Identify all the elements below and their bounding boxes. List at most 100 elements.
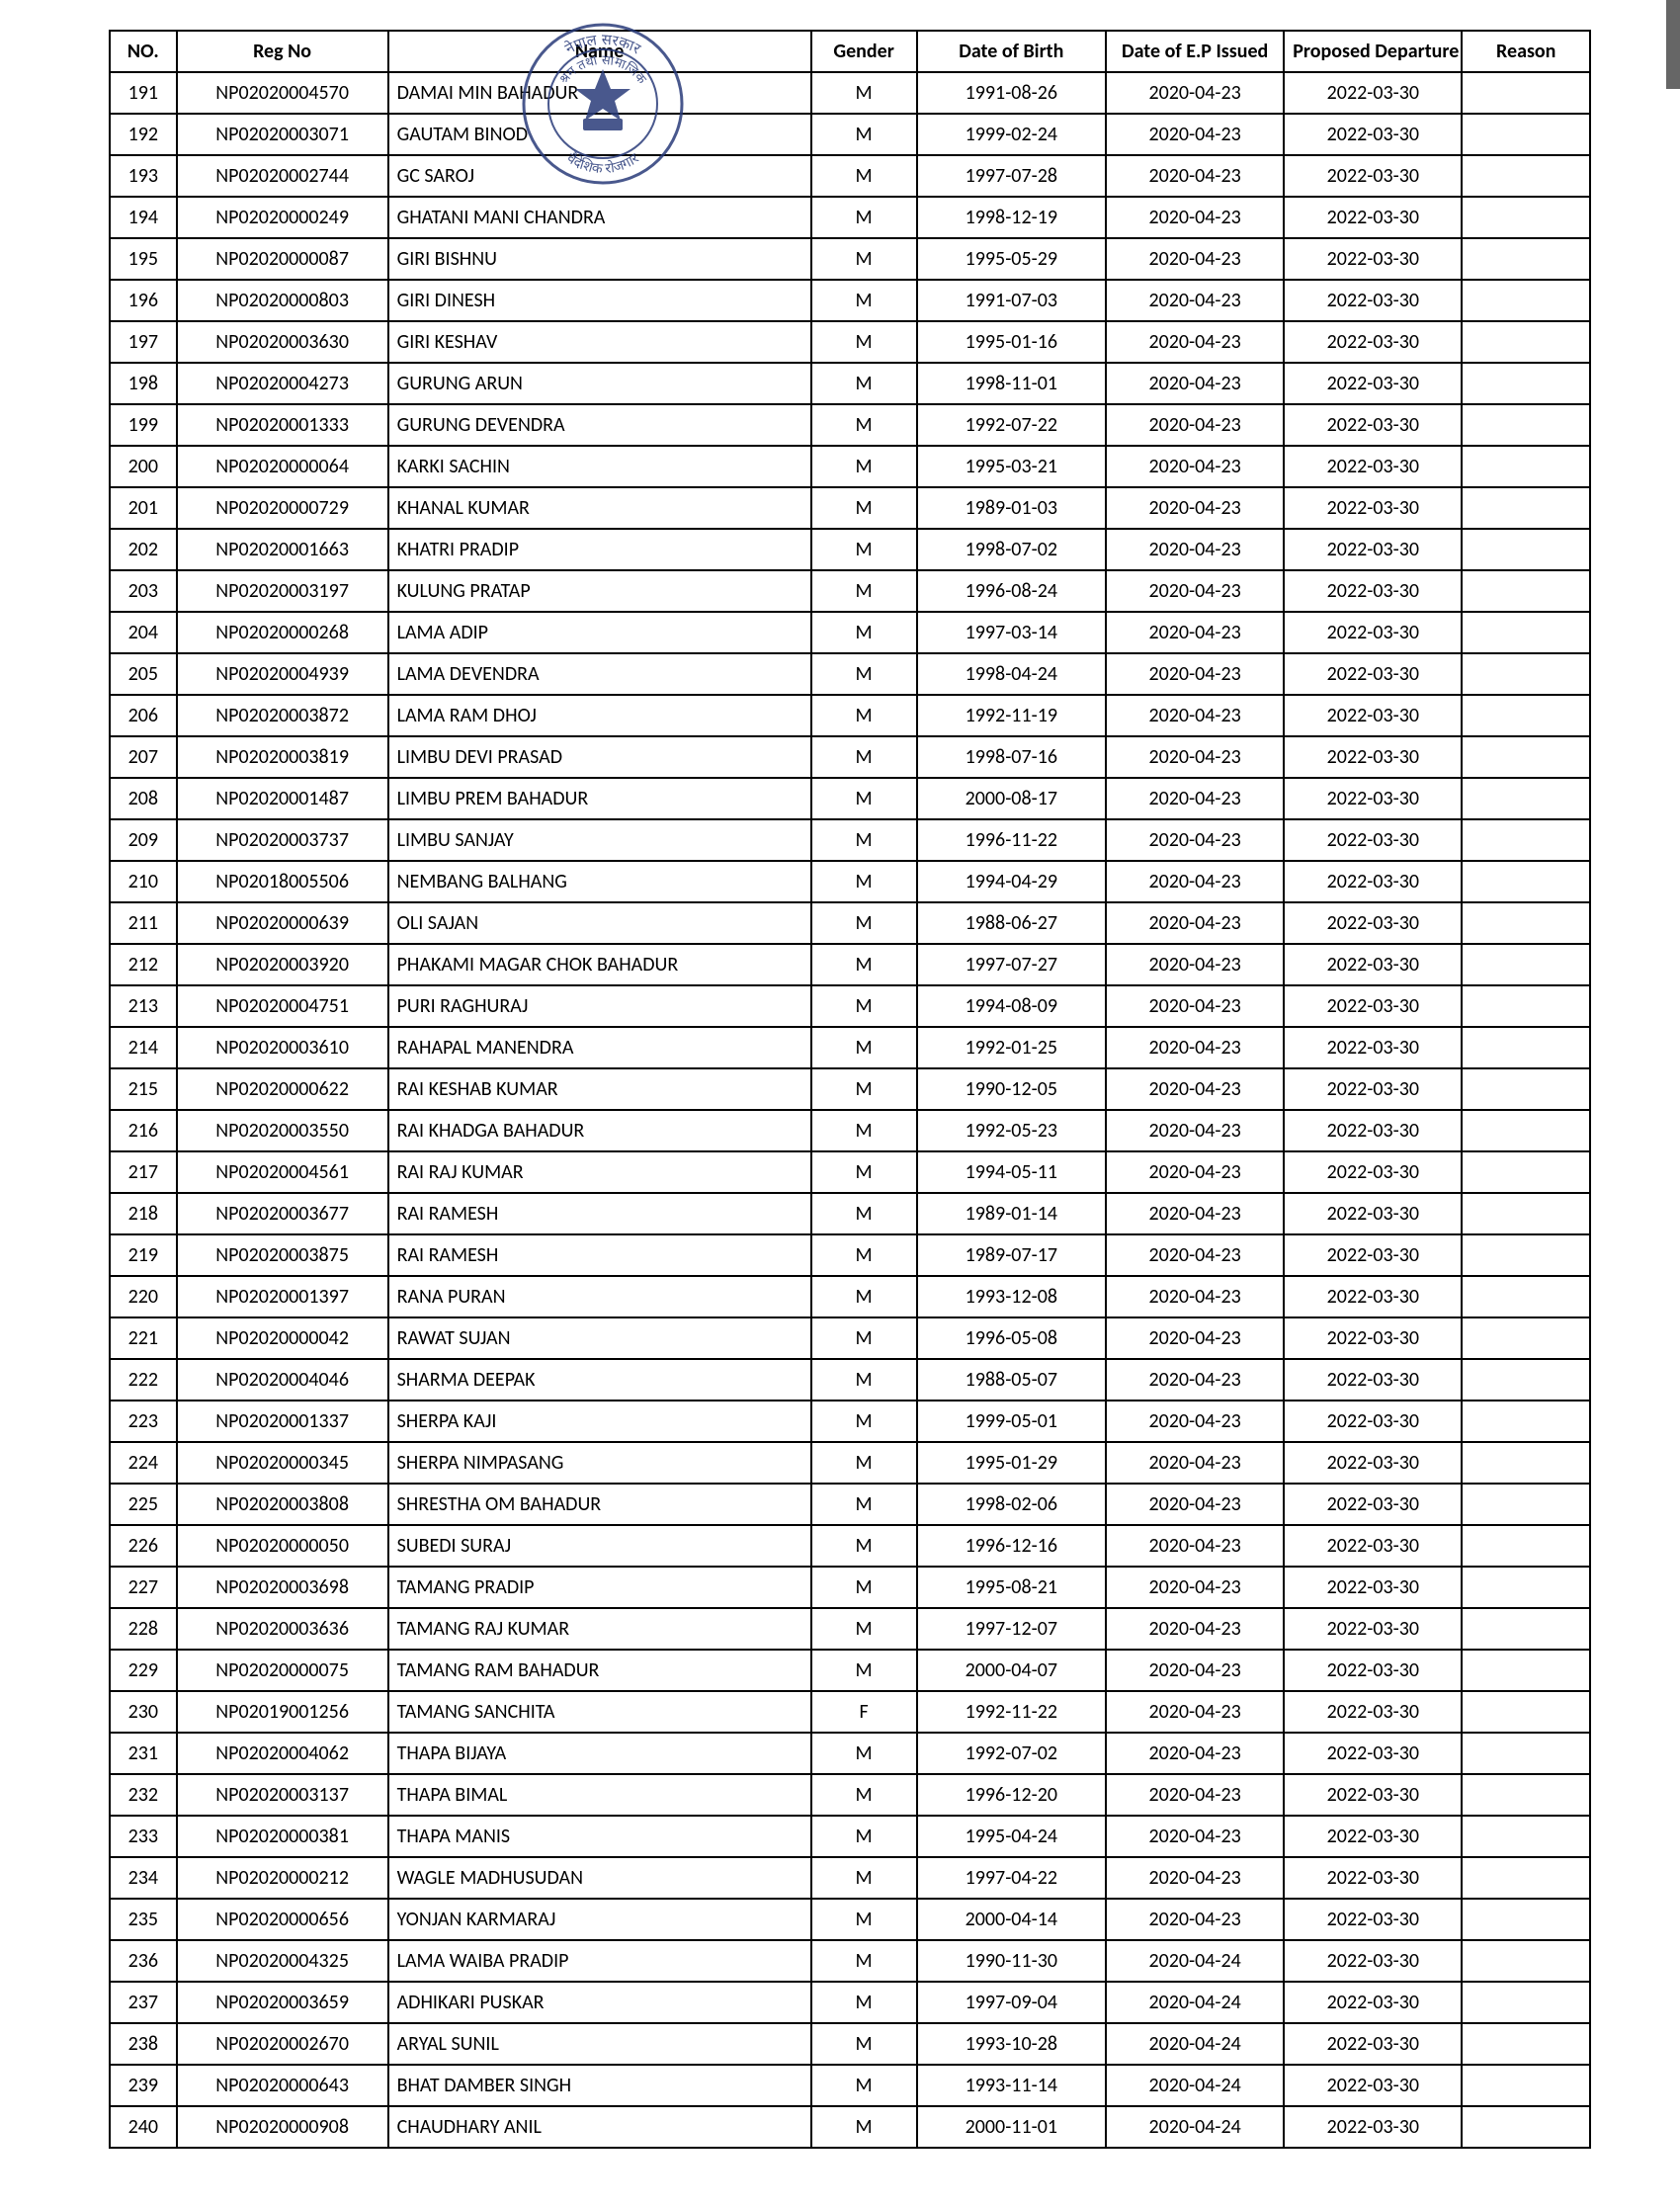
cell-dep: 2022-03-30 [1284, 1857, 1462, 1899]
cell-reason [1462, 1151, 1590, 1193]
cell-name: LAMA ADIP [388, 612, 811, 653]
table-header-row: NO. Reg No Name Gender Date of Birth Dat… [110, 31, 1590, 72]
cell-ep: 2020-04-23 [1106, 1567, 1284, 1608]
cell-gender: M [811, 1650, 917, 1691]
table-row: 197NP02020003630GIRI KESHAVM1995-01-1620… [110, 321, 1590, 363]
cell-name: WAGLE MADHUSUDAN [388, 1857, 811, 1899]
table-row: 224NP02020000345SHERPA NIMPASANGM1995-01… [110, 1442, 1590, 1484]
cell-name: PURI RAGHURAJ [388, 985, 811, 1027]
cell-ep: 2020-04-23 [1106, 1691, 1284, 1733]
cell-reason [1462, 1857, 1590, 1899]
cell-ep: 2020-04-23 [1106, 404, 1284, 446]
table-row: 220NP02020001397RANA PURANM1993-12-08202… [110, 1276, 1590, 1317]
cell-dep: 2022-03-30 [1284, 861, 1462, 902]
table-row: 234NP02020000212WAGLE MADHUSUDANM1997-04… [110, 1857, 1590, 1899]
cell-name: LAMA DEVENDRA [388, 653, 811, 695]
cell-reg: NP02020000050 [177, 1525, 388, 1567]
cell-no: 238 [110, 2023, 177, 2065]
cell-ep: 2020-04-23 [1106, 778, 1284, 819]
cell-name: SUBEDI SURAJ [388, 1525, 811, 1567]
cell-no: 210 [110, 861, 177, 902]
cell-reason [1462, 72, 1590, 114]
cell-dob: 1993-12-08 [917, 1276, 1106, 1317]
cell-name: RAI KHADGA BAHADUR [388, 1110, 811, 1151]
col-header-gender: Gender [811, 31, 917, 72]
cell-dep: 2022-03-30 [1284, 1484, 1462, 1525]
cell-dob: 1998-07-02 [917, 529, 1106, 570]
cell-reason [1462, 487, 1590, 529]
cell-no: 208 [110, 778, 177, 819]
cell-reg: NP02020003808 [177, 1484, 388, 1525]
cell-no: 239 [110, 2065, 177, 2106]
cell-name: THAPA MANIS [388, 1816, 811, 1857]
cell-name: RAI RAJ KUMAR [388, 1151, 811, 1193]
cell-name: SHERPA NIMPASANG [388, 1442, 811, 1484]
cell-reg: NP02020000643 [177, 2065, 388, 2106]
cell-no: 240 [110, 2106, 177, 2148]
cell-reason [1462, 197, 1590, 238]
col-header-dob: Date of Birth [917, 31, 1106, 72]
table-row: 214NP02020003610RAHAPAL MANENDRAM1992-01… [110, 1027, 1590, 1068]
table-row: 219NP02020003875RAI RAMESHM1989-07-17202… [110, 1234, 1590, 1276]
cell-dob: 1993-11-14 [917, 2065, 1106, 2106]
cell-gender: M [811, 114, 917, 155]
cell-no: 237 [110, 1982, 177, 2023]
cell-gender: M [811, 1151, 917, 1193]
cell-ep: 2020-04-23 [1106, 363, 1284, 404]
cell-gender: M [811, 944, 917, 985]
cell-reg: NP02020000087 [177, 238, 388, 280]
table-row: 216NP02020003550RAI KHADGA BAHADURM1992-… [110, 1110, 1590, 1151]
cell-reason [1462, 653, 1590, 695]
cell-reason [1462, 155, 1590, 197]
cell-gender: M [811, 1982, 917, 2023]
cell-no: 198 [110, 363, 177, 404]
cell-ep: 2020-04-23 [1106, 985, 1284, 1027]
cell-name: NEMBANG BALHANG [388, 861, 811, 902]
cell-dob: 1990-12-05 [917, 1068, 1106, 1110]
cell-no: 191 [110, 72, 177, 114]
table-row: 239NP02020000643BHAT DAMBER SINGHM1993-1… [110, 2065, 1590, 2106]
cell-no: 221 [110, 1317, 177, 1359]
cell-ep: 2020-04-23 [1106, 1857, 1284, 1899]
cell-ep: 2020-04-23 [1106, 736, 1284, 778]
cell-dep: 2022-03-30 [1284, 1691, 1462, 1733]
cell-dep: 2022-03-30 [1284, 612, 1462, 653]
cell-name: GIRI DINESH [388, 280, 811, 321]
cell-ep: 2020-04-23 [1106, 1234, 1284, 1276]
cell-ep: 2020-04-23 [1106, 72, 1284, 114]
cell-dep: 2022-03-30 [1284, 1068, 1462, 1110]
table-row: 207NP02020003819LIMBU DEVI PRASADM1998-0… [110, 736, 1590, 778]
cell-ep: 2020-04-23 [1106, 1484, 1284, 1525]
cell-reason [1462, 570, 1590, 612]
cell-name: KHATRI PRADIP [388, 529, 811, 570]
cell-dep: 2022-03-30 [1284, 238, 1462, 280]
cell-reg: NP02020002744 [177, 155, 388, 197]
cell-name: YONJAN KARMARAJ [388, 1899, 811, 1940]
cell-ep: 2020-04-23 [1106, 1899, 1284, 1940]
table-row: 215NP02020000622RAI KESHAB KUMARM1990-12… [110, 1068, 1590, 1110]
cell-reason [1462, 1691, 1590, 1733]
cell-reason [1462, 1940, 1590, 1982]
cell-gender: M [811, 363, 917, 404]
cell-reg: NP02020004570 [177, 72, 388, 114]
cell-no: 201 [110, 487, 177, 529]
table-row: 193NP02020002744GC SAROJM1997-07-282020-… [110, 155, 1590, 197]
cell-name: ARYAL SUNIL [388, 2023, 811, 2065]
cell-dep: 2022-03-30 [1284, 321, 1462, 363]
cell-ep: 2020-04-23 [1106, 487, 1284, 529]
table-row: 222NP02020004046SHARMA DEEPAKM1988-05-07… [110, 1359, 1590, 1401]
table-row: 205NP02020004939LAMA DEVENDRAM1998-04-24… [110, 653, 1590, 695]
cell-dob: 1995-01-16 [917, 321, 1106, 363]
cell-dob: 1990-11-30 [917, 1940, 1106, 1982]
cell-dob: 1995-04-24 [917, 1816, 1106, 1857]
cell-no: 219 [110, 1234, 177, 1276]
cell-reason [1462, 2106, 1590, 2148]
cell-ep: 2020-04-23 [1106, 155, 1284, 197]
cell-reason [1462, 1774, 1590, 1816]
col-header-reg: Reg No [177, 31, 388, 72]
table-row: 206NP02020003872LAMA RAM DHOJM1992-11-19… [110, 695, 1590, 736]
cell-reason [1462, 114, 1590, 155]
cell-no: 218 [110, 1193, 177, 1234]
cell-dep: 2022-03-30 [1284, 72, 1462, 114]
cell-reason [1462, 1525, 1590, 1567]
